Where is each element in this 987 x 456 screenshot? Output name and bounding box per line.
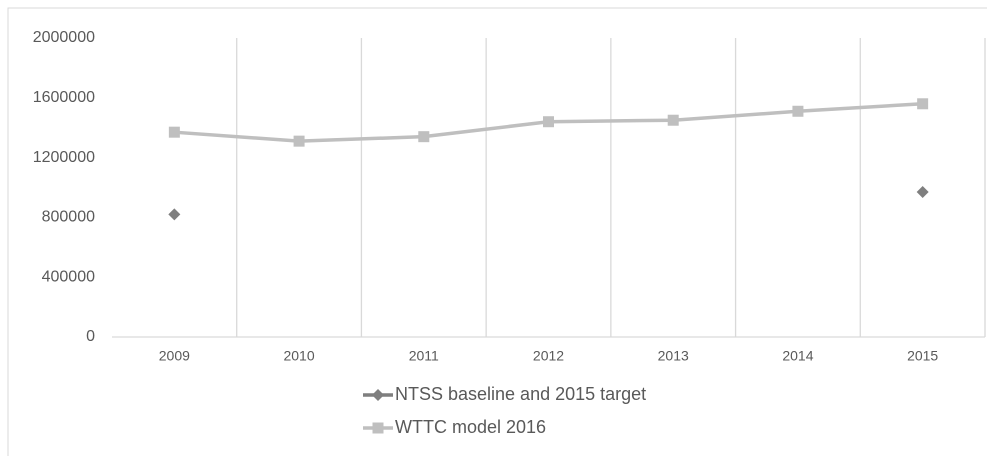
- point: [917, 98, 929, 110]
- legend-marker: [372, 422, 384, 434]
- point: [168, 126, 180, 138]
- point: [168, 208, 181, 221]
- x-tick-label: 2012: [533, 348, 564, 364]
- y-tick-label: 2000000: [33, 29, 95, 46]
- legend-label: NTSS baseline and 2015 target: [395, 384, 646, 404]
- point: [916, 185, 929, 198]
- point: [293, 135, 305, 147]
- x-tick-label: 2015: [907, 348, 938, 364]
- point: [667, 114, 679, 126]
- y-tick-label: 800000: [42, 209, 95, 226]
- point: [792, 105, 804, 117]
- legend-label: WTTC model 2016: [395, 417, 546, 437]
- y-tick-label: 0: [86, 328, 95, 345]
- point: [418, 131, 430, 143]
- x-tick-label: 2009: [159, 348, 190, 364]
- chart-frame: [7, 7, 987, 456]
- y-tick-label: 1600000: [33, 89, 95, 106]
- y-tick-label: 1200000: [33, 149, 95, 166]
- point: [543, 116, 554, 128]
- y-tick-label: 400000: [42, 268, 95, 285]
- legend-marker: [372, 389, 384, 401]
- x-tick-label: 2011: [409, 348, 439, 364]
- x-tick-label: 2010: [283, 348, 314, 364]
- x-tick-label: 2014: [782, 348, 813, 364]
- x-tick-label: 2013: [658, 348, 689, 364]
